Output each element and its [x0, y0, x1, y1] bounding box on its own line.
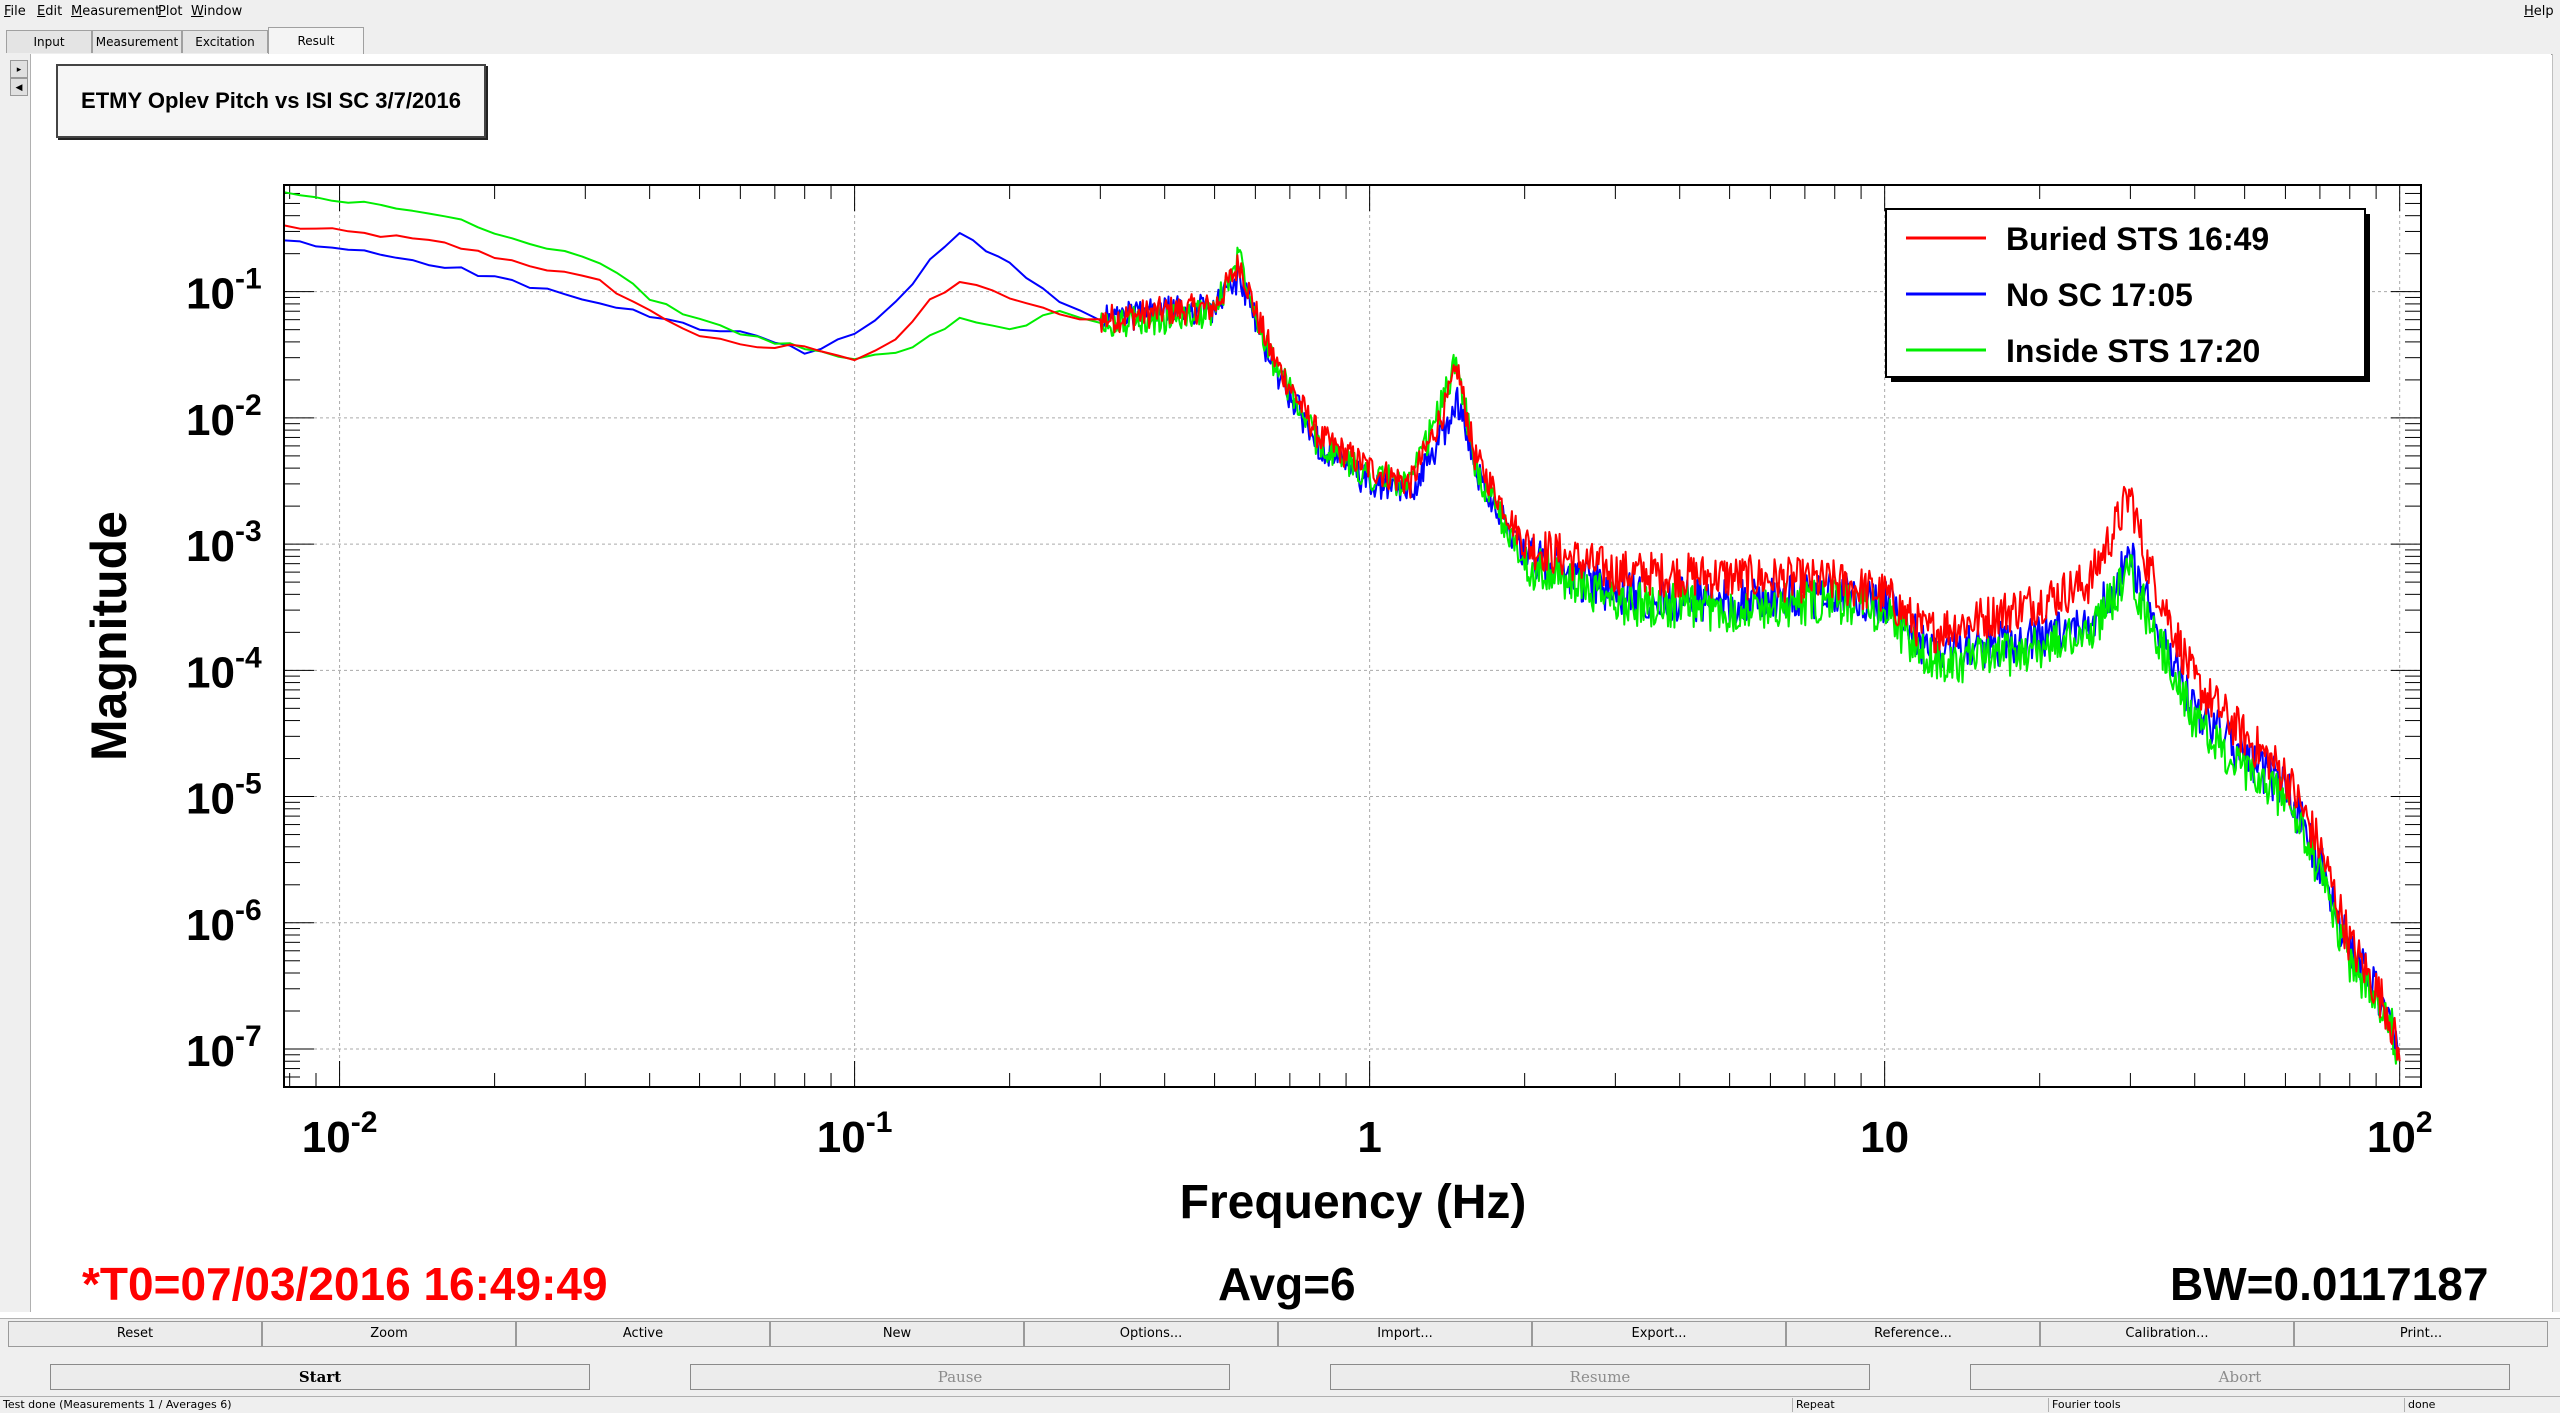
x-tick-label-1: 10-1	[817, 1106, 893, 1162]
pause-button[interactable]: Pause	[690, 1364, 1230, 1390]
abort-button[interactable]: Abort	[1970, 1364, 2510, 1390]
reference-button[interactable]: Reference...	[1786, 1321, 2040, 1347]
collapse-icon[interactable]: ◀	[10, 78, 28, 96]
y-tick-labels: 10-1 10-2 10-3 10-4 10-5 10-6 10-7	[186, 263, 262, 1076]
import-button[interactable]: Import...	[1278, 1321, 1532, 1347]
legend-label-2: Inside STS 17:20	[2006, 333, 2260, 369]
expand-right-icon[interactable]: ▸	[10, 60, 28, 78]
plot-title: ETMY Oplev Pitch vs ISI SC 3/7/2016	[56, 64, 486, 138]
tab-measurement[interactable]: Measurement	[92, 30, 182, 53]
spectrum-plot: 10-2 10-1 1 10 102 10-110-210-310-410-510-61…	[81, 184, 2433, 1229]
menu-window[interactable]: Window	[191, 4, 243, 19]
y-tick-label-1: 10-2	[186, 389, 262, 445]
series-group	[283, 191, 2401, 1065]
x-tick-labels: 10-2 10-1 1 10 102	[302, 1106, 2433, 1162]
calibration-button[interactable]: Calibration...	[2040, 1321, 2294, 1347]
y-tick-label-3: 10-4	[186, 641, 262, 697]
left-toolstrip: ▸ ◀	[0, 54, 31, 1312]
legend: Buried STS 16:49 No SC 17:05 Inside STS 17…	[1885, 208, 2370, 382]
series-line-2	[283, 191, 2401, 1065]
legend-label-1: No SC 17:05	[2006, 277, 2193, 313]
tab-input[interactable]: Input	[6, 30, 92, 53]
menu-plot[interactable]: Plot	[158, 4, 183, 19]
axis-ticks	[284, 185, 2421, 1088]
plot-frame	[283, 184, 2422, 1088]
export-button[interactable]: Export...	[1532, 1321, 1786, 1347]
bw-label: BW=0.0117187	[2170, 1258, 2489, 1310]
x-tick-label-2: 1	[1357, 1113, 1381, 1162]
status-repeat: Repeat	[1792, 1398, 1835, 1412]
y-axis-label: Magnitude	[81, 511, 137, 761]
x-tick-label-4: 102	[2367, 1106, 2433, 1162]
right-scroll-strip	[2552, 54, 2560, 1312]
status-message: Test done (Measurements 1 / Averages 6)	[3, 1398, 232, 1411]
plot-grid	[284, 185, 2421, 1087]
x-tick-label-3: 10	[1860, 1113, 1909, 1162]
series-line-0	[283, 224, 2401, 1062]
avg-label: Avg=6	[1218, 1258, 1356, 1310]
reset-button[interactable]: Reset	[8, 1321, 262, 1347]
menu-edit[interactable]: Edit	[37, 4, 63, 19]
resume-button[interactable]: Resume	[1330, 1364, 1870, 1390]
plot-action-bar: Reset Zoom Active New Options... Import.…	[0, 1318, 2560, 1349]
measurement-control-bar: Start Pause Resume Abort	[0, 1348, 2560, 1396]
y-tick-label-0: 10-1	[186, 263, 262, 319]
y-tick-label-4: 10-5	[186, 768, 262, 824]
y-tick-label-6: 10-7	[186, 1020, 262, 1076]
tab-result[interactable]: Result	[268, 27, 364, 54]
menu-help[interactable]: Help	[2524, 4, 2554, 19]
zoom-button[interactable]: Zoom	[262, 1321, 516, 1347]
t0-label: *T0=07/03/2016 16:49:49	[82, 1258, 608, 1310]
menu-file[interactable]: File	[4, 4, 26, 19]
x-tick-label-0: 10-2	[302, 1106, 378, 1162]
menu-measurement[interactable]: Measurement	[71, 4, 161, 19]
print-button[interactable]: Print...	[2294, 1321, 2548, 1347]
options-button[interactable]: Options...	[1024, 1321, 1278, 1347]
y-tick-label-2: 10-3	[186, 515, 262, 571]
active-button[interactable]: Active	[516, 1321, 770, 1347]
status-tools: Fourier tools	[2048, 1398, 2121, 1412]
legend-label-0: Buried STS 16:49	[2006, 221, 2269, 257]
status-bar: Test done (Measurements 1 / Averages 6) …	[0, 1396, 2560, 1413]
y-tick-label-5: 10-6	[186, 894, 262, 950]
new-button[interactable]: New	[770, 1321, 1024, 1347]
x-axis-label: Frequency (Hz)	[1180, 1176, 1527, 1229]
status-state: done	[2404, 1398, 2435, 1412]
tab-bar: Input Measurement Excitation Result	[0, 24, 2560, 55]
start-button[interactable]: Start	[50, 1364, 590, 1390]
tab-excitation[interactable]: Excitation	[182, 30, 268, 53]
